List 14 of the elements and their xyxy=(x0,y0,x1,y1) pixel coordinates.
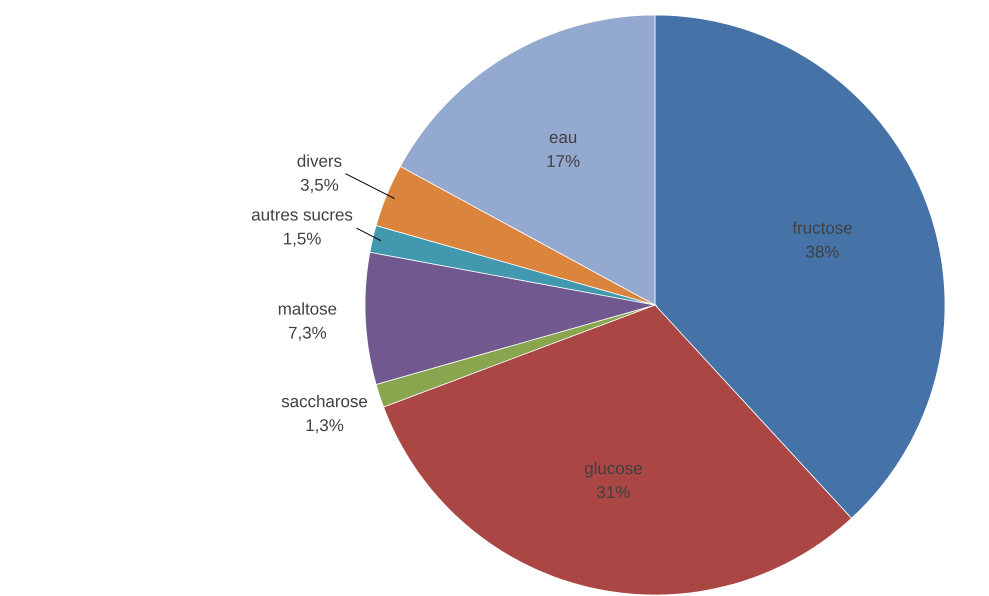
slice-label: fructose xyxy=(792,221,852,234)
data-label: 17% xyxy=(548,155,580,167)
slice-label: eau xyxy=(550,134,576,144)
data-label: 38% xyxy=(806,246,839,258)
data-label: 7,3% xyxy=(288,326,326,341)
data-label: 31% xyxy=(597,486,630,498)
data-label: 3,5% xyxy=(300,178,338,193)
slice-label: glucose xyxy=(584,462,642,478)
slice-label: autres sucres xyxy=(252,210,352,221)
slice-label: saccharose xyxy=(282,394,368,408)
slice-label: maltose xyxy=(278,302,336,315)
data-label: 1,3% xyxy=(306,419,344,434)
data-label: 1,5% xyxy=(284,232,321,247)
slice-label: divers xyxy=(298,154,342,167)
